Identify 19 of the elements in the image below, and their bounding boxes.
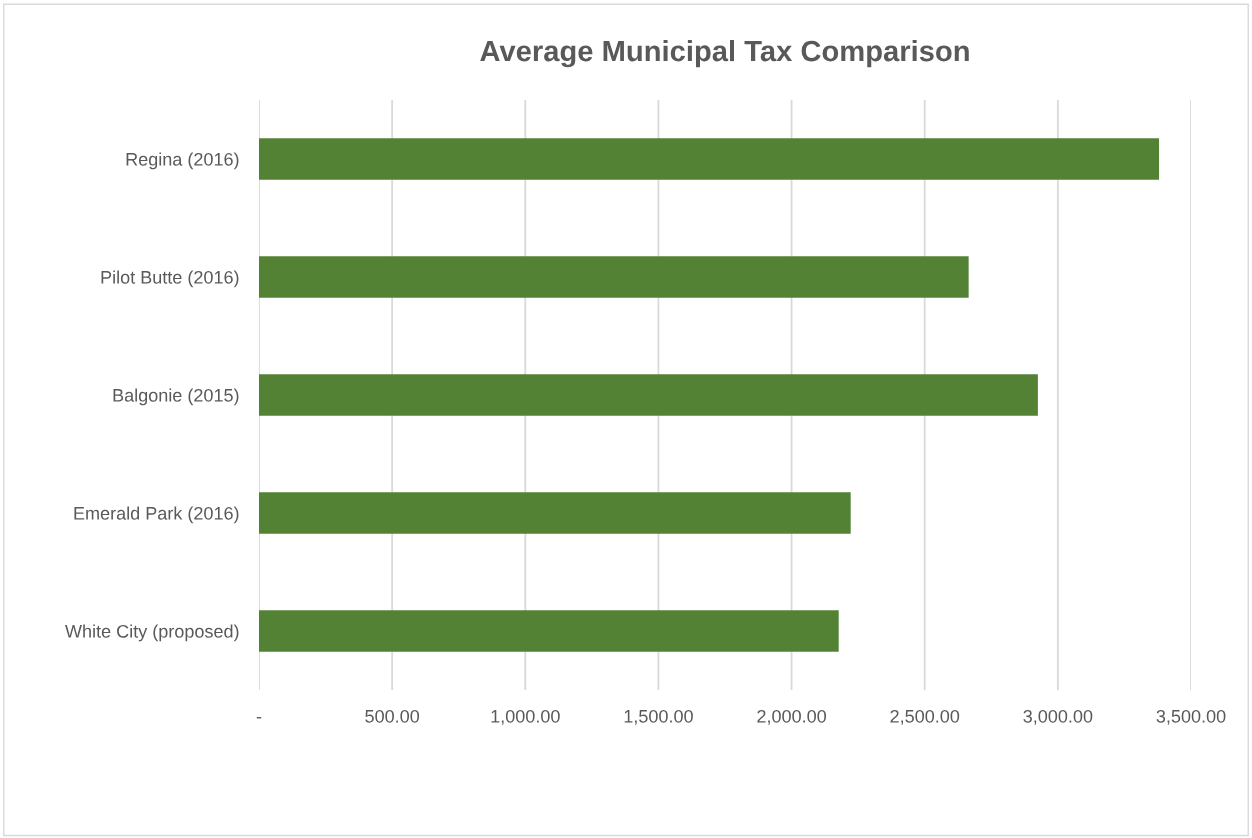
x-tick-label: 500.00 (365, 709, 420, 723)
x-tick-label: 1,000.00 (491, 709, 560, 725)
bar (259, 256, 969, 298)
bar (259, 138, 1160, 180)
x-tick-label: - (256, 717, 262, 719)
y-tick-label: Emerald Park (2016) (74, 506, 239, 524)
y-tick-label: Regina (2016) (126, 152, 239, 170)
x-tick-label: 3,000.00 (1023, 709, 1093, 725)
x-tick-label: 2,500.00 (890, 709, 960, 725)
y-tick-label: Balgonie (2015) (113, 388, 239, 406)
bar (259, 610, 839, 652)
y-tick-label: White City (proposed) (65, 624, 239, 642)
x-tick-label: 3,500.00 (1156, 709, 1226, 725)
bar (259, 492, 851, 534)
chart-title: Average Municipal Tax Comparison (480, 39, 969, 68)
y-tick-label: Pilot Butte (2016) (101, 270, 239, 288)
bar (259, 374, 1038, 416)
x-tick-label: 2,000.00 (757, 709, 827, 725)
x-tick-label: 1,500.00 (624, 709, 693, 725)
